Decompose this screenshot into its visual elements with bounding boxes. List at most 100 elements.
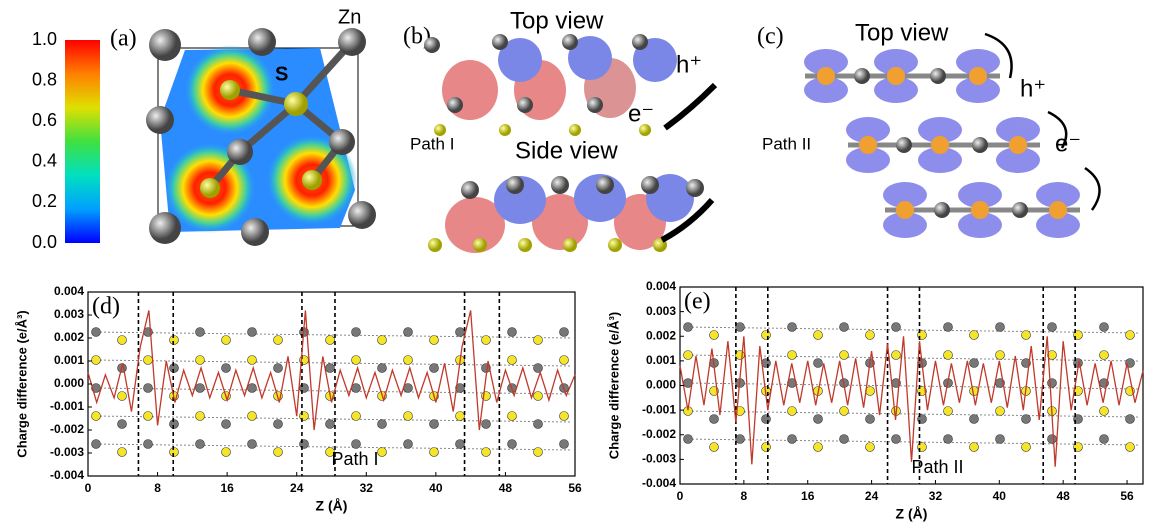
atom: [326, 336, 335, 345]
atom: [378, 364, 387, 373]
atom: [482, 448, 491, 457]
panel-a: (a) S Zn: [110, 6, 376, 246]
atom: [196, 328, 205, 337]
atom: [684, 435, 693, 444]
atom: [1126, 443, 1135, 452]
x-tick-label: 0: [677, 489, 684, 503]
atom: [560, 356, 569, 365]
atom: [840, 323, 849, 332]
atom: [222, 448, 231, 457]
y-tick-label: -0.001: [50, 399, 84, 413]
y-axis-label: Charge difference (e/Å³): [606, 312, 621, 459]
bond-row: [684, 327, 1139, 333]
atom: [762, 331, 771, 340]
y-axis-label: Charge difference (e/Å³): [14, 310, 29, 457]
atom: [534, 420, 543, 429]
y-tick-label: -0.002: [50, 422, 84, 436]
colorbar-tick-label: 0.2: [32, 191, 57, 211]
view-label: Top view: [855, 19, 949, 46]
atom: [710, 443, 719, 452]
atom: [840, 351, 849, 360]
x-axis-label: Z (Å): [896, 506, 928, 522]
atom: [508, 356, 517, 365]
path-label: Path II: [762, 134, 811, 153]
y-tick-label: 0.003: [646, 304, 676, 318]
carrier-label: h⁺: [1020, 75, 1046, 102]
arrow: [665, 85, 715, 128]
atom: [456, 328, 465, 337]
atom: [300, 384, 309, 393]
atom: [944, 435, 953, 444]
atom: [352, 440, 361, 449]
colorbar-tick-label: 0.4: [32, 151, 57, 171]
atom: [248, 384, 257, 393]
atom: [1022, 443, 1031, 452]
atom: [508, 440, 517, 449]
y-tick-label: -0.002: [642, 427, 676, 441]
atom: [92, 356, 101, 365]
atom: [222, 336, 231, 345]
atom: [944, 351, 953, 360]
bond-row: [684, 411, 1139, 417]
atom: [1100, 351, 1109, 360]
atom: [1022, 415, 1031, 424]
atom: [970, 331, 979, 340]
x-tick-label: 8: [154, 481, 161, 495]
x-tick-label: 16: [801, 489, 815, 503]
bond-row: [684, 439, 1139, 445]
x-tick-label: 40: [429, 481, 443, 495]
x-tick-label: 16: [220, 481, 234, 495]
y-tick-label: 0.004: [54, 284, 84, 298]
path-label: Path II: [912, 457, 964, 477]
x-axis-label: Z (Å): [316, 498, 348, 514]
atom: [970, 443, 979, 452]
atom: [736, 435, 745, 444]
atom: [274, 448, 283, 457]
y-tick-label: 0.001: [54, 353, 84, 367]
atom: [710, 331, 719, 340]
atom: [118, 392, 127, 401]
atom: [118, 448, 127, 457]
atom: [814, 359, 823, 368]
atom: [508, 412, 517, 421]
atom: [684, 323, 693, 332]
atom: [430, 420, 439, 429]
atom: [788, 351, 797, 360]
atom: [92, 440, 101, 449]
carrier-label: e⁻: [1055, 130, 1081, 157]
atom: [1048, 323, 1057, 332]
atom: [404, 356, 413, 365]
atom: [352, 356, 361, 365]
atom: [970, 415, 979, 424]
panel-b: (b) Top view Side view h⁺ e⁻ Path I: [403, 7, 715, 253]
y-tick-label: -0.004: [642, 476, 676, 490]
atom: [996, 407, 1005, 416]
atom: [248, 328, 257, 337]
atom: [222, 364, 231, 373]
atom: [196, 440, 205, 449]
atom: [534, 392, 543, 401]
atom: [144, 440, 153, 449]
bond-row: [684, 383, 1139, 389]
atom: [378, 448, 387, 457]
atom: [814, 415, 823, 424]
atom: [762, 443, 771, 452]
atom: [92, 328, 101, 337]
carrier-label: e⁻: [628, 100, 654, 127]
atom: [788, 323, 797, 332]
x-tick-label: 48: [1056, 489, 1070, 503]
atom: [840, 435, 849, 444]
atom: [456, 440, 465, 449]
colorbar-tick-label: 0.0: [32, 232, 57, 252]
colorbar: [65, 40, 100, 243]
atom: [248, 412, 257, 421]
atom: [1022, 331, 1031, 340]
view-label: Top view: [510, 7, 604, 34]
atom: [118, 420, 127, 429]
x-tick-label: 32: [360, 481, 374, 495]
y-tick-label: 0.000: [54, 376, 84, 390]
y-tick-label: 0.000: [646, 378, 676, 392]
path-label: Path I: [410, 134, 454, 153]
x-tick-label: 8: [741, 489, 748, 503]
atom: [248, 356, 257, 365]
